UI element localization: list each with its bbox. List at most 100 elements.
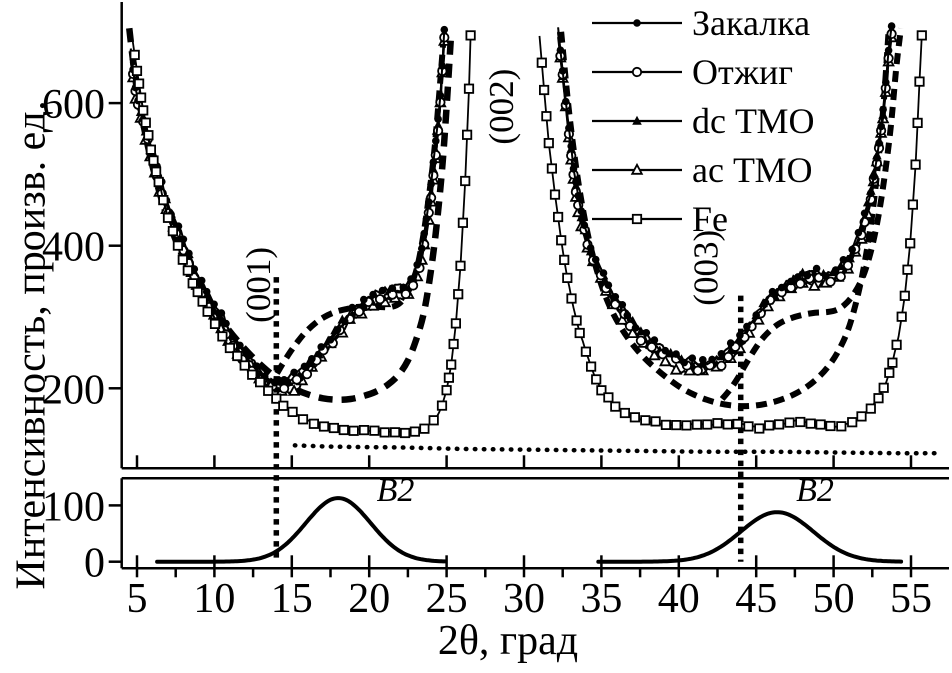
y-axis-title: Интенсивность, произв. ед. [9, 100, 55, 589]
legend-label-dc-tmo: dc ТМО [692, 101, 815, 141]
open-square-marker [610, 401, 621, 412]
filled-circle-marker [591, 255, 600, 264]
filled-circle-marker [887, 22, 896, 30]
filled-circle-marker [229, 332, 237, 341]
open-square-marker [912, 117, 923, 129]
open-square-marker [795, 416, 806, 428]
open-circle-marker [795, 278, 806, 289]
open-square-marker [702, 419, 713, 430]
open-square-marker [436, 400, 448, 411]
open-square-marker [902, 264, 913, 275]
legend-item-otzhig: Отжиг [592, 52, 793, 92]
open-square-marker [297, 414, 309, 425]
open-square-marker [328, 422, 339, 434]
open-square-marker [856, 411, 867, 422]
open-square-marker [574, 327, 585, 339]
open-square-marker [536, 57, 547, 68]
open-square-marker [167, 226, 178, 237]
x-tick-label: 10 [193, 576, 235, 622]
filled-circle-marker [803, 271, 812, 280]
open-square-marker [465, 30, 476, 41]
open-circle-marker [301, 369, 313, 380]
filled-circle-marker [623, 311, 632, 320]
open-circle-marker [354, 306, 365, 317]
filled-circle-marker [822, 272, 830, 280]
filled-circle-marker [839, 255, 848, 264]
filled-circle-marker [867, 189, 875, 198]
open-square-marker [162, 212, 174, 223]
filled-circle-marker [427, 180, 435, 188]
open-circle-marker [374, 294, 386, 305]
y-tick-label: 400 [42, 225, 105, 271]
open-square-marker [145, 144, 156, 155]
open-square-marker [197, 296, 208, 307]
open-square-marker [887, 357, 898, 368]
open-square-marker [585, 361, 597, 372]
b2-gaussian-curve-2 [596, 510, 904, 564]
filled-circle-marker [236, 341, 244, 350]
open-square-marker [389, 427, 401, 438]
filled-circle-marker [736, 331, 744, 340]
open-square-marker [462, 129, 473, 140]
open-triangle-marker [648, 348, 661, 361]
open-square-marker [369, 425, 380, 436]
filled-circle-marker [580, 221, 589, 229]
filled-circle-marker [794, 273, 802, 281]
open-square-marker [603, 392, 614, 403]
open-square-marker [463, 83, 475, 94]
legend-item-fe: Fe [592, 199, 728, 239]
open-square-marker [865, 403, 876, 414]
filled-circle-marker [210, 300, 218, 309]
open-triangle-marker [287, 383, 301, 396]
filled-circle-marker [577, 207, 586, 215]
open-square-marker [209, 318, 221, 329]
open-square-marker [538, 84, 550, 96]
filled-circle-marker [743, 322, 751, 331]
open-square-marker [556, 235, 567, 246]
open-circle-marker [631, 66, 643, 78]
filled-circle-marker [420, 229, 428, 238]
open-square-marker [549, 189, 561, 200]
open-triangle-marker [669, 362, 683, 375]
open-square-marker [884, 367, 895, 378]
open-circle-marker [291, 374, 302, 385]
filled-circle-marker [197, 276, 206, 285]
x-tick-label: 40 [658, 576, 700, 622]
open-square-marker [187, 278, 198, 289]
legend-label-zakalka: Закалка [692, 3, 810, 43]
open-square-marker [271, 393, 282, 404]
open-square-marker [287, 406, 298, 417]
open-square-marker [136, 92, 147, 103]
filled-circle-marker [300, 362, 309, 371]
filled-circle-marker [399, 283, 408, 292]
filled-circle-marker [558, 67, 567, 75]
open-square-marker [571, 315, 582, 326]
open-square-marker [681, 420, 692, 431]
open-square-marker [722, 419, 733, 430]
open-circle-marker [646, 342, 657, 353]
series-line-zakalka [129, 29, 446, 386]
fit-curve-right-peak-sum [719, 27, 904, 401]
open-square-marker [899, 290, 910, 301]
open-square-marker [566, 293, 577, 304]
filled-circle-marker [271, 378, 279, 387]
open-square-marker [192, 286, 203, 298]
filled-circle-marker [340, 317, 349, 326]
filled-circle-marker [348, 303, 356, 312]
b2-phase-label-1: B2 [377, 472, 415, 509]
filled-circle-marker [812, 264, 821, 273]
open-square-marker [640, 415, 651, 426]
peak-label-003: (003) [686, 230, 725, 306]
open-square-marker [255, 377, 266, 388]
open-square-marker [129, 49, 140, 61]
filled-circle-marker [854, 228, 863, 237]
filled-circle-marker [369, 290, 377, 299]
filled-circle-marker [875, 139, 883, 147]
x-tick-label: 5 [127, 576, 148, 622]
filled-circle-marker [326, 336, 335, 344]
filled-circle-marker [611, 293, 620, 301]
filled-circle-marker [432, 137, 440, 145]
x-tick-label: 45 [735, 576, 777, 622]
